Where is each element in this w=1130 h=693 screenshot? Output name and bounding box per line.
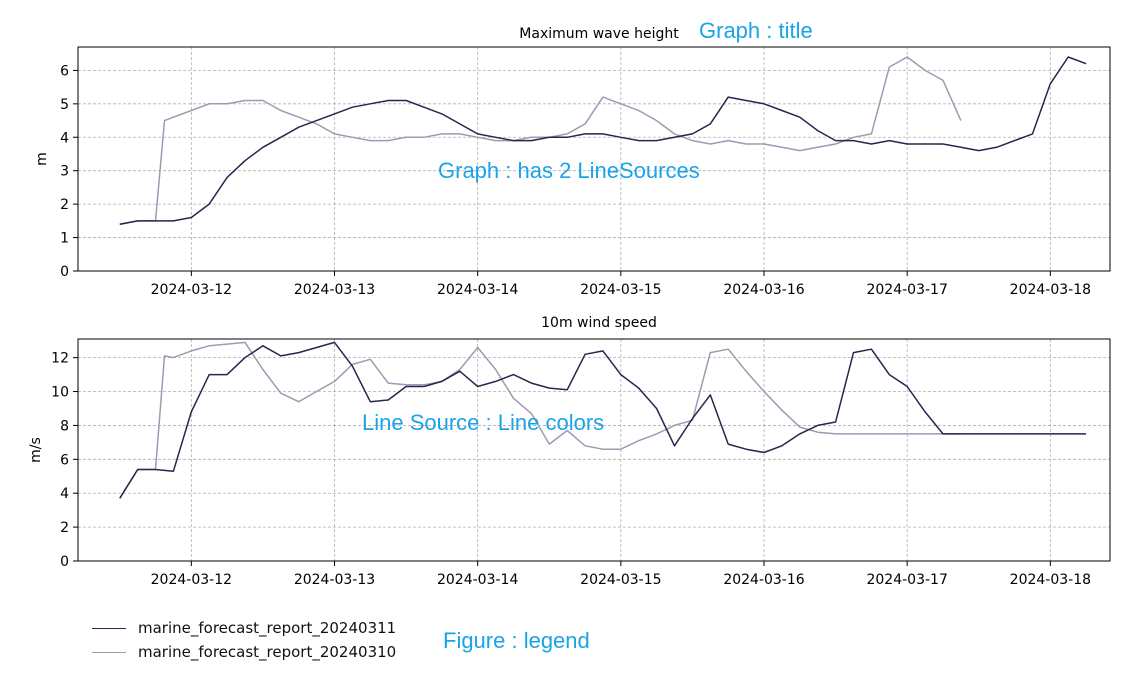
series-line bbox=[119, 341, 1087, 499]
y-tick-label: 4 bbox=[60, 486, 69, 502]
legend-item[interactable]: marine_forecast_report_20240311 bbox=[92, 616, 396, 640]
x-tick-label: 2024-03-12 bbox=[151, 282, 232, 298]
y-tick-label: 8 bbox=[60, 418, 69, 434]
x-tick-label: 2024-03-13 bbox=[294, 282, 375, 298]
legend-swatch bbox=[92, 627, 126, 629]
annotation-line-sources: Graph : has 2 LineSources bbox=[438, 158, 700, 183]
legend-label: marine_forecast_report_20240311 bbox=[138, 619, 397, 637]
x-tick-label: 2024-03-15 bbox=[580, 572, 661, 588]
x-tick-label: 2024-03-18 bbox=[1010, 572, 1091, 588]
graph-title: Maximum wave height bbox=[519, 26, 679, 42]
x-tick-label: 2024-03-13 bbox=[294, 572, 375, 588]
graph-wave-height: Maximum wave height m 0 1 2 3 4 5 6 2024-03-12 2… bbox=[34, 26, 1111, 298]
annotation-legend: Figure : legend bbox=[443, 628, 590, 653]
y-tick-label: 10 bbox=[51, 385, 69, 401]
x-tick-label: 2024-03-17 bbox=[866, 572, 947, 588]
x-tick-label: 2024-03-12 bbox=[151, 572, 232, 588]
annotation-line-colors: Line Source : Line colors bbox=[362, 410, 605, 435]
y-tick-label: 2 bbox=[60, 520, 69, 536]
y-tick-label: 5 bbox=[60, 97, 69, 113]
y-tick-label: 6 bbox=[60, 63, 69, 79]
legend-label: marine_forecast_report_20240310 bbox=[138, 643, 397, 661]
y-tick-label: 1 bbox=[60, 231, 69, 247]
y-tick-label: 6 bbox=[60, 452, 69, 468]
figure-legend: marine_forecast_report_20240311 marine_f… bbox=[92, 616, 396, 664]
y-axis-label: m bbox=[34, 152, 50, 166]
y-tick-label: 4 bbox=[60, 130, 69, 146]
x-tick-label: 2024-03-16 bbox=[723, 572, 804, 588]
x-tick-label: 2024-03-14 bbox=[437, 282, 518, 298]
plot-frame bbox=[77, 338, 1111, 562]
x-tick-label: 2024-03-14 bbox=[437, 572, 518, 588]
series-line bbox=[119, 56, 962, 225]
x-tick-label: 2024-03-16 bbox=[723, 282, 804, 298]
series-line bbox=[119, 341, 961, 499]
annotation-title: Graph : title bbox=[699, 18, 813, 43]
graph-wind-speed: 10m wind speed m/s 0 2 4 6 8 10 12 2024-03-12 20… bbox=[28, 315, 1111, 588]
legend-swatch bbox=[92, 651, 126, 653]
y-axis-label: m/s bbox=[28, 437, 44, 463]
graph-title: 10m wind speed bbox=[541, 315, 657, 331]
legend-item[interactable]: marine_forecast_report_20240310 bbox=[92, 640, 396, 664]
y-tick-label: 2 bbox=[60, 197, 69, 213]
x-tick-label: 2024-03-15 bbox=[580, 282, 661, 298]
y-tick-label: 0 bbox=[60, 264, 69, 280]
plot-frame bbox=[77, 46, 1111, 272]
x-tick-label: 2024-03-18 bbox=[1010, 282, 1091, 298]
y-tick-label: 3 bbox=[60, 164, 69, 180]
x-tick-label: 2024-03-17 bbox=[866, 282, 947, 298]
y-tick-label: 0 bbox=[60, 554, 69, 570]
series-line bbox=[119, 56, 1087, 225]
y-tick-label: 12 bbox=[51, 351, 69, 367]
